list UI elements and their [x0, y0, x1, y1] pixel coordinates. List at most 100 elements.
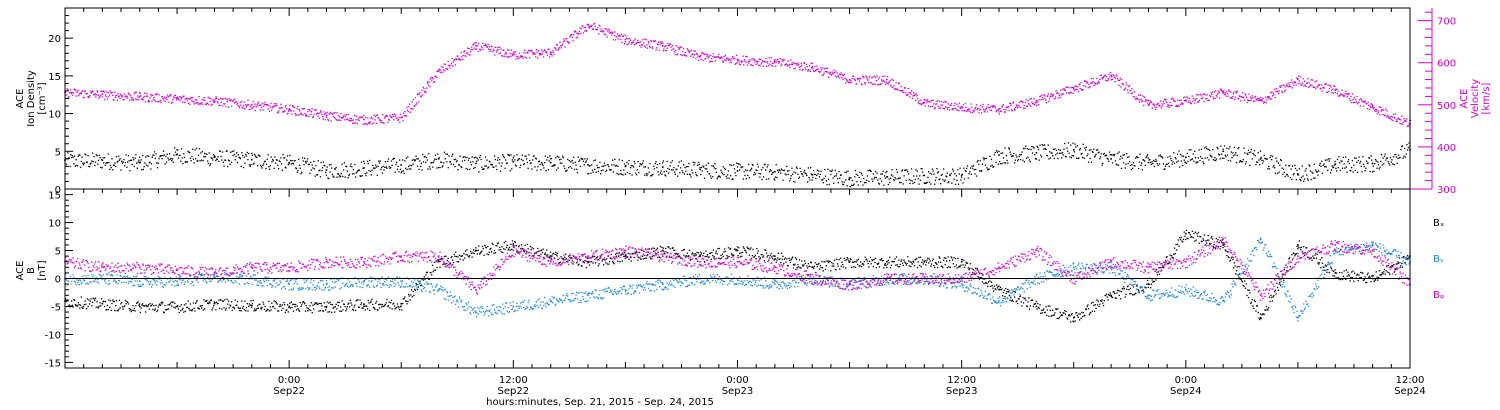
velocity-series-point: [610, 31, 612, 34]
bx-series-point: [756, 248, 758, 250]
velocity-series-point: [203, 97, 205, 99]
velocity-series-point: [144, 92, 146, 94]
density-series-point: [1379, 166, 1381, 168]
velocity-series-point: [949, 109, 951, 111]
density-series-point: [512, 157, 514, 159]
density-series-point: [869, 169, 871, 171]
velocity-series-point: [539, 54, 541, 56]
bx-series-point: [184, 310, 186, 312]
bx-series-point: [87, 305, 89, 308]
velocity-series-point: [80, 92, 82, 94]
velocity-series-point: [210, 104, 213, 106]
bx-series-point: [295, 303, 297, 306]
velocity-series-point: [1178, 105, 1180, 107]
density-series-point: [689, 174, 691, 176]
density-series-point: [728, 177, 730, 179]
velocity-series-point: [453, 59, 455, 62]
velocity-series-point: [634, 38, 636, 40]
density-series-point: [922, 171, 924, 173]
bx-series-point: [337, 304, 339, 307]
density-series-point: [365, 175, 367, 177]
density-series-point: [1190, 149, 1192, 151]
velocity-series-point: [699, 54, 702, 57]
density-series-point: [367, 162, 369, 165]
bx-series-point: [565, 258, 567, 260]
density-series-point: [477, 159, 479, 161]
density-series-point: [1265, 158, 1268, 160]
density-series-point: [863, 182, 866, 184]
velocity-series-point: [1248, 93, 1250, 95]
velocity-series-point: [459, 59, 462, 61]
density-series-point: [443, 151, 446, 153]
velocity-series-point: [825, 67, 827, 69]
bx-series-point: [744, 249, 746, 251]
velocity-series-point: [390, 116, 392, 118]
density-series-point: [932, 170, 934, 172]
density-series-point: [1237, 148, 1239, 150]
density-series-point: [928, 181, 931, 183]
velocity-series-point: [165, 98, 167, 100]
bx-series-point: [755, 258, 757, 260]
bx-series-point: [815, 271, 817, 274]
density-series-point: [292, 163, 295, 165]
density-series-point: [346, 166, 348, 168]
bx-series-point: [624, 257, 626, 259]
density-series-point: [851, 184, 853, 186]
bx-series-point: [97, 307, 100, 309]
density-series-point: [221, 159, 223, 161]
velocity-series-point: [178, 98, 180, 100]
velocity-series-point: [967, 109, 969, 112]
density-series-point: [771, 173, 773, 175]
density-series-point: [546, 159, 548, 161]
velocity-series-point: [973, 109, 976, 111]
velocity-series-point: [1019, 106, 1021, 109]
density-series-point: [852, 184, 854, 187]
velocity-series-point: [802, 68, 804, 71]
velocity-series-point: [1033, 98, 1035, 100]
velocity-series-point: [1103, 75, 1106, 77]
density-series-point: [677, 175, 679, 177]
velocity-series-point: [641, 44, 643, 46]
velocity-series-point: [197, 103, 199, 105]
velocity-series-point: [582, 25, 584, 27]
density-series-point: [1144, 160, 1146, 162]
velocity-series-point: [1310, 79, 1312, 81]
velocity-series-point: [318, 112, 320, 115]
velocity-series-point: [301, 108, 303, 110]
velocity-series-point: [1069, 91, 1072, 93]
velocity-series-point: [104, 94, 107, 96]
velocity-series-point: [1234, 98, 1236, 100]
density-series-point: [877, 179, 879, 181]
density-series-point: [452, 163, 455, 165]
density-series-point: [413, 158, 415, 161]
density-series-point: [375, 166, 378, 168]
density-series-point: [544, 155, 546, 157]
velocity-series-point: [895, 82, 897, 84]
density-series-point: [513, 155, 515, 157]
density-series-point: [987, 168, 990, 170]
velocity-series-point: [1109, 71, 1112, 74]
velocity-series-point: [673, 48, 675, 50]
density-series-point: [136, 167, 138, 169]
density-series-point: [511, 168, 513, 170]
velocity-series-point: [486, 46, 488, 48]
velocity-series-point: [1228, 90, 1231, 92]
velocity-series-point: [811, 67, 813, 69]
bx-series-point: [378, 303, 380, 306]
bx-series-point: [622, 253, 624, 255]
density-series-point: [603, 165, 605, 167]
velocity-series-point: [681, 54, 683, 57]
velocity-series-point: [850, 81, 852, 84]
density-series-point: [258, 154, 260, 157]
velocity-series-point: [606, 36, 608, 38]
velocity-series-point: [1285, 89, 1287, 91]
bx-series-point: [104, 301, 106, 303]
velocity-series-point: [1194, 99, 1197, 101]
density-series-point: [1356, 161, 1358, 163]
bx-series-point: [344, 306, 346, 308]
density-series-point: [191, 155, 193, 158]
density-series-point: [114, 162, 116, 164]
density-series-point: [623, 163, 626, 165]
density-series-point: [458, 164, 461, 166]
bx-series-point: [740, 252, 742, 254]
